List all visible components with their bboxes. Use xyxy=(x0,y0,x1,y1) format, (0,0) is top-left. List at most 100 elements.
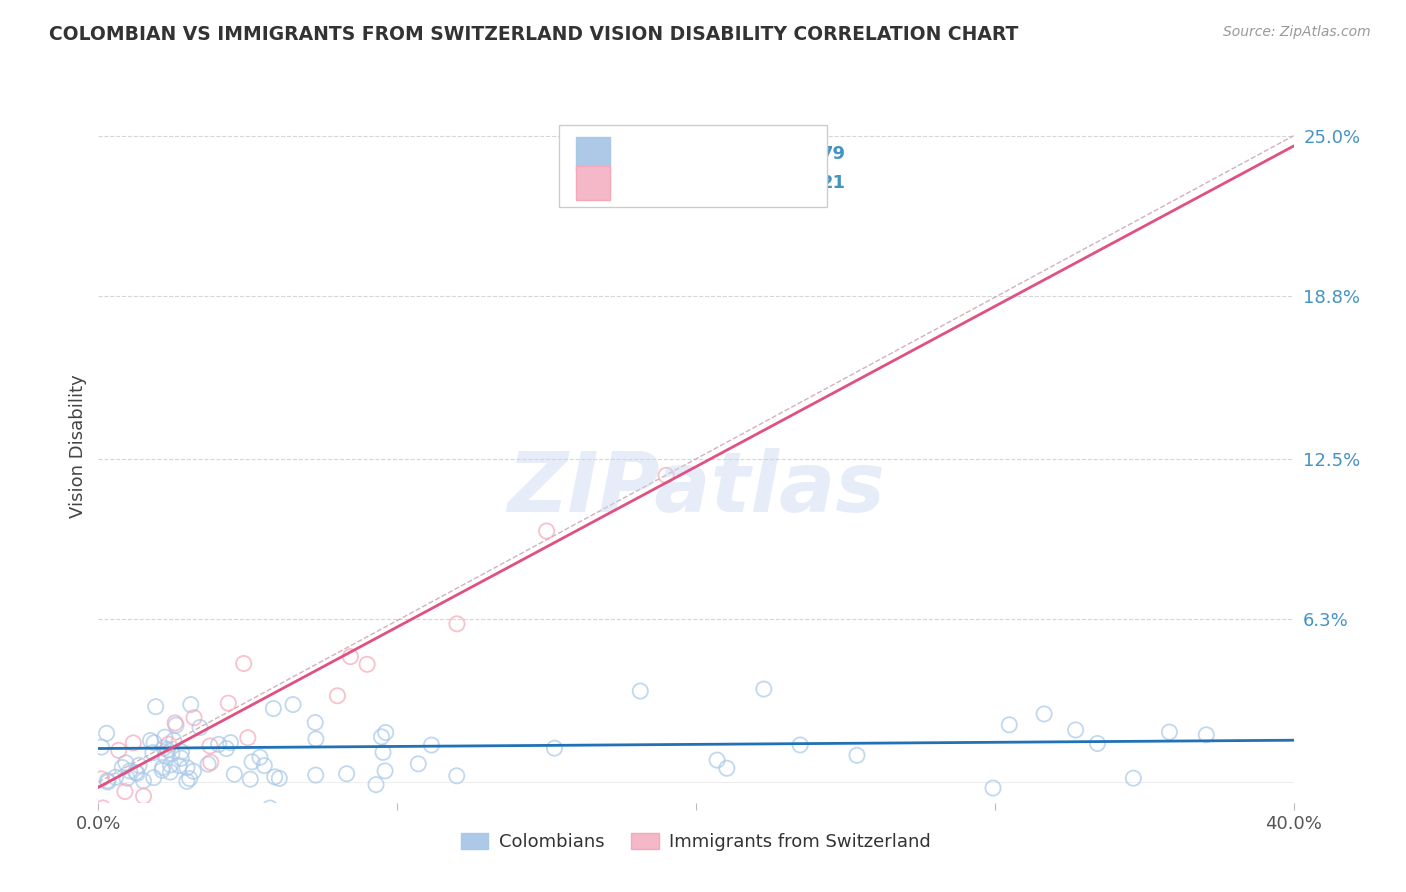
Point xyxy=(706,753,728,767)
Point xyxy=(143,736,166,750)
Point xyxy=(142,746,165,760)
Point xyxy=(180,698,202,712)
Point xyxy=(118,764,141,778)
Point xyxy=(150,764,173,778)
Point xyxy=(305,731,328,746)
Text: Source: ZipAtlas.com: Source: ZipAtlas.com xyxy=(1223,25,1371,39)
Point xyxy=(446,769,468,783)
Point xyxy=(356,657,378,672)
Point xyxy=(208,737,231,751)
Point xyxy=(197,757,219,772)
Point xyxy=(179,772,201,786)
Legend: Colombians, Immigrants from Switzerland: Colombians, Immigrants from Switzerland xyxy=(454,825,938,858)
Point xyxy=(114,756,136,770)
Point xyxy=(374,764,396,778)
Point xyxy=(253,758,276,772)
Point xyxy=(167,758,190,772)
Text: 21: 21 xyxy=(820,174,845,192)
Point xyxy=(232,657,254,671)
FancyBboxPatch shape xyxy=(576,137,610,171)
Point xyxy=(628,684,651,698)
Point xyxy=(981,780,1004,795)
Point xyxy=(446,616,468,631)
Text: 0.125: 0.125 xyxy=(689,145,745,163)
Point xyxy=(420,738,443,752)
Point xyxy=(716,761,738,775)
Point xyxy=(159,765,181,780)
Point xyxy=(217,696,239,710)
Point xyxy=(249,750,271,764)
Point xyxy=(183,764,205,779)
Point xyxy=(157,737,180,751)
Point xyxy=(224,767,246,781)
Point xyxy=(370,730,392,744)
Point xyxy=(408,756,430,771)
Point xyxy=(170,751,193,765)
Point xyxy=(97,775,120,789)
Point xyxy=(1122,771,1144,785)
Point xyxy=(269,772,291,786)
Point xyxy=(142,771,165,785)
Point xyxy=(364,778,387,792)
Point xyxy=(139,733,162,747)
Point xyxy=(104,770,127,784)
Point xyxy=(132,773,155,788)
Point xyxy=(1087,737,1109,751)
Point xyxy=(339,649,361,664)
FancyBboxPatch shape xyxy=(558,125,827,207)
Point xyxy=(219,736,242,750)
Point xyxy=(336,766,359,780)
Text: N =: N = xyxy=(766,145,807,163)
Point xyxy=(90,740,112,755)
Point xyxy=(752,681,775,696)
Point xyxy=(90,772,112,786)
Point xyxy=(125,766,148,780)
Point xyxy=(128,758,150,772)
Point xyxy=(176,761,198,775)
Point xyxy=(125,765,148,780)
Point xyxy=(1064,723,1087,737)
Point xyxy=(188,721,211,735)
Point xyxy=(152,761,174,775)
Point xyxy=(91,801,114,815)
Text: COLOMBIAN VS IMMIGRANTS FROM SWITZERLAND VISION DISABILITY CORRELATION CHART: COLOMBIAN VS IMMIGRANTS FROM SWITZERLAND… xyxy=(49,25,1018,44)
Point xyxy=(215,741,238,756)
Point xyxy=(96,773,118,788)
Point xyxy=(165,718,187,732)
Point xyxy=(159,758,181,772)
Point xyxy=(165,715,187,730)
Point xyxy=(239,772,262,787)
Point xyxy=(114,784,136,798)
Point xyxy=(304,715,326,730)
Point xyxy=(176,774,198,789)
Point xyxy=(155,748,177,763)
Point xyxy=(111,760,134,774)
Point xyxy=(163,733,186,747)
Text: N =: N = xyxy=(766,174,807,192)
Point xyxy=(259,801,281,815)
Point xyxy=(846,748,869,763)
Point xyxy=(170,745,193,759)
Point xyxy=(669,186,692,200)
Point xyxy=(1033,706,1056,721)
Point xyxy=(374,725,396,739)
Point xyxy=(107,743,129,757)
Point xyxy=(263,770,285,784)
Point xyxy=(543,741,565,756)
Text: R =: R = xyxy=(631,145,671,163)
Point xyxy=(160,747,183,761)
Point xyxy=(153,730,176,744)
Point xyxy=(1195,728,1218,742)
Point xyxy=(998,718,1021,732)
Point xyxy=(183,711,205,725)
Point xyxy=(132,789,155,804)
Y-axis label: Vision Disability: Vision Disability xyxy=(69,374,87,518)
Point xyxy=(198,739,221,753)
Point xyxy=(236,731,259,745)
Text: ZIPatlas: ZIPatlas xyxy=(508,449,884,529)
Point xyxy=(326,689,349,703)
Text: 79: 79 xyxy=(820,145,845,163)
Text: R =: R = xyxy=(631,174,671,192)
Point xyxy=(153,741,176,756)
Point xyxy=(305,768,328,782)
